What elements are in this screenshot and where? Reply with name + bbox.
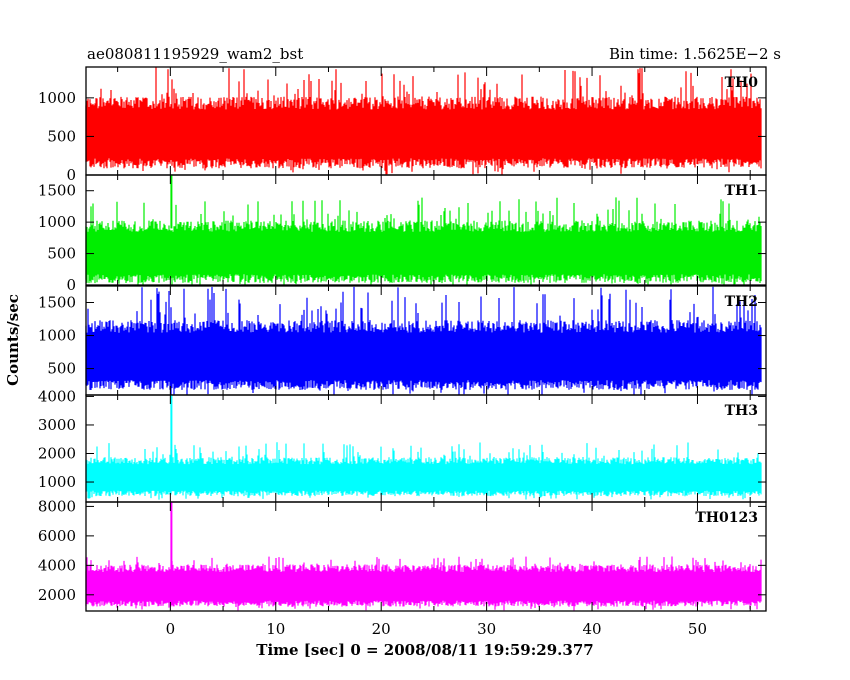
y-tick-label: 3000	[38, 416, 76, 434]
x-tick-label: 40	[582, 620, 601, 638]
y-tick-label: 0	[66, 166, 76, 184]
y-tick-label: 500	[47, 360, 76, 378]
series-th2	[85, 286, 762, 395]
panel-name-label: TH2	[725, 294, 758, 310]
series-th1	[85, 197, 762, 285]
y-tick-label: 0	[66, 276, 76, 294]
x-tick-label: 0	[166, 620, 176, 638]
panel-name-label: TH3	[725, 403, 758, 419]
panel-th1: 0 500 1000 1500 TH1	[38, 174, 767, 294]
chart-title-left: ae080811195929_wam2_bst	[87, 45, 303, 63]
panel-frame	[85, 501, 767, 612]
panel-th0123: 2000 4000 6000 8000 TH0123	[38, 497, 767, 612]
x-tick-label: 50	[688, 620, 707, 638]
panel-th0: 0 500 1000 TH0	[38, 66, 767, 184]
y-tick-label: 2000	[38, 444, 76, 462]
chart-title-right: Bin time: 1.5625E−2 s	[609, 45, 781, 63]
y-tick-label: 1000	[38, 327, 76, 345]
y-tick-label: 4000	[38, 387, 76, 405]
panel-th2: 500 1000 1500 TH2	[38, 285, 767, 396]
panel-name-label: TH0123	[695, 510, 758, 526]
y-tick-label: 2000	[38, 586, 76, 604]
y-tick-label: 500	[47, 245, 76, 263]
y-tick-label: 1000	[38, 473, 76, 491]
panel-name-label: TH1	[725, 183, 758, 199]
y-tick-label: 500	[47, 127, 76, 145]
panel-frame	[85, 174, 767, 286]
y-tick-label: 1500	[38, 182, 76, 200]
x-tick-label: 30	[477, 620, 496, 638]
y-tick-label: 1000	[38, 89, 76, 107]
y-tick-label: 6000	[38, 527, 76, 545]
x-tick-label: 20	[372, 620, 391, 638]
y-tick-label: 1500	[38, 294, 76, 312]
series-th3	[85, 442, 762, 500]
y-tick-label: 1000	[38, 213, 76, 231]
y-tick-label: 8000	[38, 497, 76, 515]
series-th0	[85, 67, 762, 175]
x-tick-label: 10	[266, 620, 285, 638]
series-th0123	[85, 556, 762, 611]
panel-name-label: TH0	[725, 75, 759, 91]
x-axis-label: Time [sec] 0 = 2008/08/11 19:59:29.377	[256, 641, 593, 659]
panel-th3: 1000 2000 3000 4000 TH3	[38, 387, 767, 503]
y-tick-label: 4000	[38, 556, 76, 574]
y-axis-label: Counts/sec	[4, 294, 22, 386]
